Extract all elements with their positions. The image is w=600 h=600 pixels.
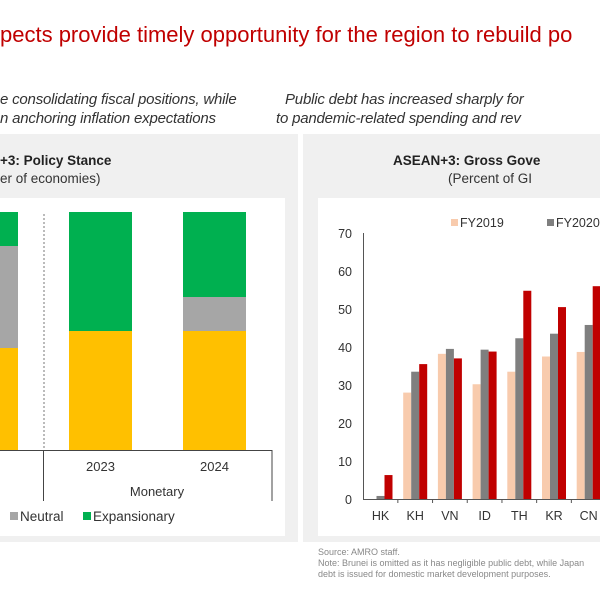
bar-id [488,351,497,499]
slide-title: pects provide timely opportunity for the… [0,22,573,47]
bar-cn [576,351,585,499]
x-tick-label: KR [545,509,562,523]
source-note: Source: AMRO staff. [318,547,400,557]
legend-swatch [547,219,554,226]
legend-swatch [10,512,18,520]
bar-vn [445,348,454,499]
bar-cn [592,286,600,499]
bar-hk [376,495,385,499]
left-subtitle-line-2: n anchoring inflation expectations [0,110,216,127]
bar-vn [437,353,446,499]
bar-th [523,290,532,499]
bar-kr [558,307,566,499]
stacked-bar-segment [69,212,132,331]
stacked-bar-segment [69,331,132,450]
y-tick-label: 50 [338,303,352,317]
stacked-bar-segment [183,212,246,297]
left-chart-title: +3: Policy Stance [0,153,112,168]
bar-id [472,384,481,499]
bar-kh [419,364,428,499]
y-tick-label: 20 [338,417,352,431]
right-subtitle-line-2: to pandemic-related spending and rev [276,110,521,127]
group-label: Monetary [130,484,185,499]
bar-id [480,349,489,499]
y-tick-label: 60 [338,265,352,279]
y-tick-label: 10 [338,455,352,469]
x-tick-label: CN [580,509,598,523]
x-tick-label: 2023 [86,459,115,474]
legend-label: FY2020 [556,216,600,230]
y-tick-label: 30 [338,379,352,393]
y-tick-label: 0 [345,493,352,507]
bar-vn [453,358,462,499]
legend-swatch [83,512,91,520]
right-subtitle-line-1: Public debt has increased sharply for [285,91,524,108]
x-tick-label: KH [407,509,424,523]
stacked-bar-segment [183,297,246,331]
right-chart-subtitle: (Percent of GI [448,171,533,186]
stacked-bar-segment [0,212,18,246]
stacked-bar-segment [0,348,18,450]
bar-th [515,338,524,499]
bar-kh [403,392,412,499]
x-tick-label: TH [511,509,528,523]
bar-kr [550,333,558,499]
bar-kh [411,371,420,499]
legend-swatch [451,219,458,226]
right-chart-title: ASEAN+3: Gross Gove [393,153,541,168]
bar-cn [584,324,593,499]
x-tick-label: HK [372,509,390,523]
x-tick-label: VN [441,509,458,523]
bar-kr [542,356,550,499]
bar-th [507,371,516,499]
stacked-bar-segment [0,246,18,348]
legend-label: FY2019 [460,216,504,230]
stacked-bar-segment [183,331,246,450]
x-tick-label: ID [478,509,491,523]
left-subtitle-line-1: e consolidating fiscal positions, while [0,91,237,108]
footnote-line-2: debt is issued for domestic market devel… [318,569,551,579]
y-tick-label: 40 [338,341,352,355]
y-tick-label: 70 [338,227,352,241]
x-tick-label: 2024 [200,459,229,474]
legend-label: Neutral [20,509,64,524]
footnote-line-1: Note: Brunei is omitted as it has neglig… [318,558,585,568]
bar-hk [384,475,393,499]
left-chart-subtitle: er of economies) [0,171,101,186]
legend-label: Expansionary [93,509,175,524]
